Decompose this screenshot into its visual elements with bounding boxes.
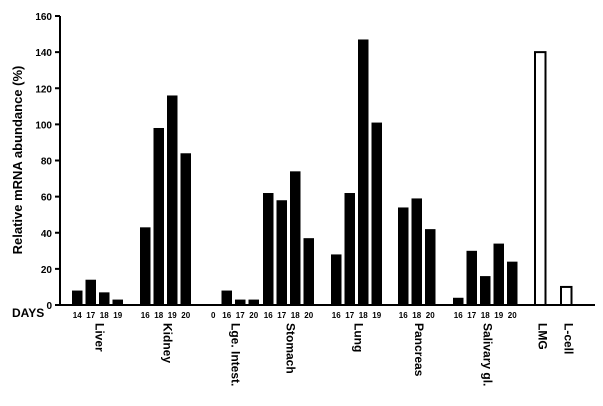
- bar: [560, 285, 573, 306]
- y-tick-label: 0: [46, 301, 52, 312]
- day-tick-label: 19: [168, 311, 177, 320]
- group-label: Pancreas: [412, 323, 426, 377]
- day-tick-label: 19: [372, 311, 381, 320]
- group-label: Stomach: [284, 323, 298, 374]
- bar: [344, 193, 355, 305]
- day-tick-label: 18: [412, 311, 421, 320]
- y-tick-label: 60: [41, 193, 53, 204]
- day-tick-label: 16: [264, 311, 273, 320]
- bar: [276, 200, 287, 305]
- x-axis-labels: 14 17 18 19 Liver 16 18 19 20 Kidney 0 16 17 20 Lge. I…: [73, 311, 575, 386]
- y-axis-label: Relative mRNA abundance (%): [10, 66, 25, 255]
- y-tick-label: 160: [35, 12, 52, 23]
- bar: [153, 127, 164, 305]
- bar: [112, 299, 123, 305]
- day-tick-label: 17: [277, 311, 286, 320]
- bar: [425, 229, 436, 305]
- day-tick-label: 20: [181, 311, 190, 320]
- bar: [398, 207, 409, 305]
- bar: [85, 279, 96, 305]
- y-axis: 0 20 40 60 80 100 120 140 160: [35, 12, 61, 312]
- day-tick-label: 19: [494, 311, 503, 320]
- day-tick-label: 20: [249, 311, 258, 320]
- day-tick-label: 16: [222, 311, 231, 320]
- bar: [263, 193, 274, 305]
- day-tick-label: 14: [73, 311, 82, 320]
- y-tick-label: 40: [41, 229, 53, 240]
- bar: [534, 51, 547, 306]
- day-tick-label: 19: [113, 311, 122, 320]
- y-tick-label: 120: [35, 84, 52, 95]
- day-tick-label: 17: [86, 311, 95, 320]
- day-tick-label: 17: [345, 311, 354, 320]
- y-tick-label: 20: [41, 265, 53, 276]
- day-tick-label: 20: [508, 311, 517, 320]
- day-tick-label: 18: [481, 311, 490, 320]
- bar: [99, 292, 110, 305]
- day-tick-label: 16: [332, 311, 341, 320]
- group-label: Salivary gl.: [480, 323, 494, 386]
- day-tick-label: 18: [291, 311, 300, 320]
- bar: [180, 153, 191, 305]
- group-label: Lge. Intest.: [229, 323, 243, 386]
- day-tick-label: 16: [399, 311, 408, 320]
- bar: [453, 297, 464, 305]
- bar: [290, 171, 301, 305]
- bar: [480, 276, 491, 305]
- bar: [303, 238, 314, 305]
- day-tick-label: 17: [467, 311, 476, 320]
- day-tick-label: 18: [359, 311, 368, 320]
- bars-layer: [72, 39, 573, 306]
- day-tick-label: 17: [236, 311, 245, 320]
- bar: [248, 299, 259, 305]
- y-tick-label: 140: [35, 48, 52, 59]
- bar: [411, 198, 422, 305]
- group-label: L-cell: [561, 323, 575, 354]
- bar: [371, 122, 382, 305]
- bar: [72, 290, 83, 305]
- day-tick-label: 16: [454, 311, 463, 320]
- day-tick-label: 18: [154, 311, 163, 320]
- group-label: LMG: [535, 323, 549, 350]
- bar: [235, 299, 246, 305]
- group-label: Kidney: [161, 323, 175, 363]
- bar: [466, 250, 477, 305]
- day-tick-label: 0: [211, 311, 216, 320]
- y-tick-label: 80: [41, 157, 53, 168]
- day-tick-label: 18: [100, 311, 109, 320]
- bar: [507, 261, 518, 305]
- bar: [331, 254, 342, 305]
- bar: [167, 95, 178, 305]
- day-tick-label: 20: [304, 311, 313, 320]
- group-label: Liver: [93, 323, 107, 352]
- day-tick-label: 20: [426, 311, 435, 320]
- bar: [221, 290, 232, 305]
- day-tick-label: 16: [141, 311, 150, 320]
- y-tick-label: 100: [35, 120, 52, 131]
- bar: [358, 39, 369, 305]
- bar: [493, 243, 504, 305]
- bar: [140, 227, 151, 305]
- group-label: Lung: [352, 323, 366, 352]
- x-axis-label: DAYS: [12, 306, 44, 320]
